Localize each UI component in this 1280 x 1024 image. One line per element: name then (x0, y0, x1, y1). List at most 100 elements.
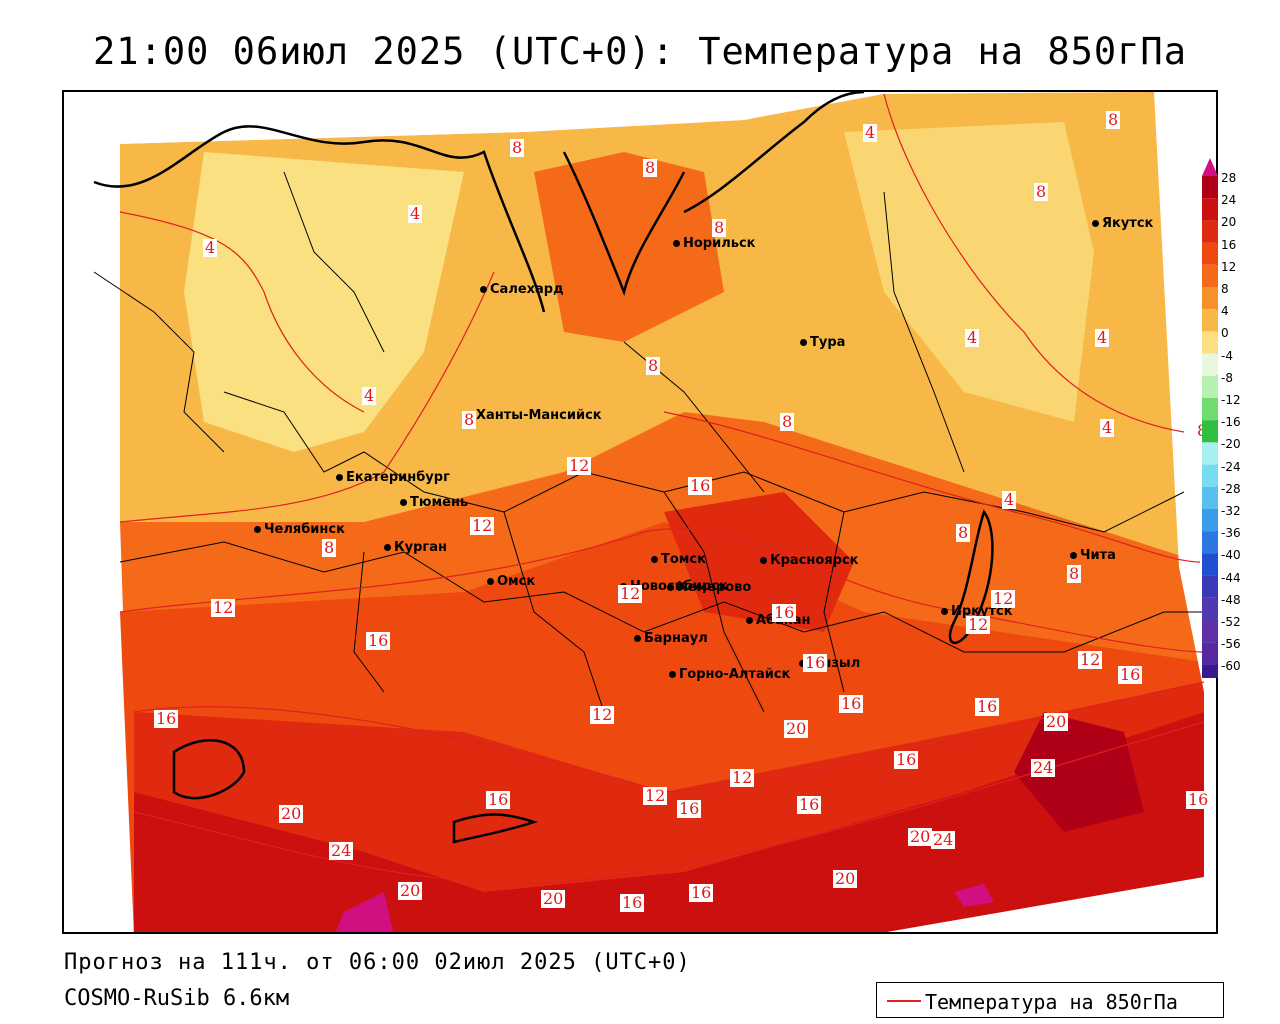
colorbar-swatch (1202, 220, 1218, 243)
city-dot-icon (400, 499, 407, 506)
city-dot-icon (651, 556, 658, 563)
city-marker: Барнаул (634, 631, 708, 646)
isotherm-value-label: 8 (510, 138, 525, 157)
isotherm-value-label: 8 (1034, 182, 1049, 201)
colorbar-tick-label: -4 (1221, 348, 1233, 363)
isotherm-value-label: 16 (689, 883, 714, 902)
city-label: Горно-Алтайск (679, 667, 791, 682)
colorbar-swatch (1202, 264, 1218, 287)
colorbar-swatch (1202, 242, 1218, 265)
colorbar-swatch (1202, 531, 1218, 554)
city-label: Новосибирск (630, 579, 728, 594)
colorbar-tick-label: -12 (1221, 393, 1241, 407)
city-marker: Екатеринбург (336, 470, 450, 485)
isotherm-value-label: 16 (1186, 790, 1211, 809)
isotherm-value-label: 20 (279, 804, 304, 823)
city-marker: Чита (1070, 548, 1116, 563)
isotherm-value-label: 12 (643, 786, 668, 805)
city-dot-icon (487, 578, 494, 585)
city-marker: Горно-Алтайск (669, 667, 790, 682)
city-marker: Курган (384, 540, 447, 555)
isotherm-value-label: 24 (329, 841, 354, 860)
colorbar-tick-label: -48 (1221, 592, 1241, 607)
colorbar-swatch (1202, 553, 1218, 576)
city-label: Томск (661, 552, 706, 567)
isotherm-value-label: 12 (618, 584, 643, 603)
colorbar-tick-label: -28 (1221, 481, 1241, 496)
isotherm-value-label: 24 (931, 830, 956, 849)
city-label: Челябинск (264, 522, 345, 537)
colorbar-tick-label: 4 (1221, 304, 1229, 319)
isotherm-value-label: 20 (541, 889, 566, 908)
colorbar-tick-label: 0 (1221, 326, 1229, 341)
isotherm-value-label: 20 (1044, 712, 1069, 731)
city-dot-icon (669, 671, 676, 678)
isotherm-value-label: 12 (1078, 650, 1103, 669)
colorbar-swatch (1202, 287, 1218, 310)
colorbar-swatch (1202, 575, 1218, 598)
isotherm-value-label: 16 (894, 750, 919, 769)
city-dot-icon (800, 339, 807, 346)
colorbar-swatch (1202, 464, 1218, 487)
isotherm-value-label: 16 (688, 476, 713, 495)
isotherm-value-label: 12 (730, 768, 755, 787)
map-panel (62, 90, 1218, 934)
isotherm-value-label: 16 (620, 893, 645, 912)
city-label: Кемерово (677, 580, 752, 595)
city-label: Тура (810, 335, 846, 350)
city-label: Омск (497, 574, 536, 589)
colorbar-swatch (1202, 442, 1218, 465)
colorbar-swatch (1202, 620, 1218, 643)
city-dot-icon (746, 617, 753, 624)
city-dot-icon (480, 286, 487, 293)
colorbar-swatch (1202, 420, 1218, 443)
colorbar-tick-label: -16 (1221, 415, 1241, 430)
city-dot-icon (760, 557, 767, 564)
isotherm-value-label: 16 (154, 709, 179, 728)
city-label: Барнаул (644, 631, 708, 646)
isotherm-value-label: 4 (965, 328, 980, 347)
isotherm-value-label: 8 (1067, 564, 1082, 583)
city-label: Чита (1080, 548, 1116, 563)
isotherm-value-label: 8 (643, 158, 658, 177)
colorbar-tick-label: -8 (1221, 370, 1233, 385)
city-dot-icon (384, 544, 391, 551)
colorbar-tick-label: 8 (1221, 282, 1229, 296)
isotherm-value-label: 8 (956, 523, 971, 542)
isotherm-value-label: 16 (1118, 665, 1143, 684)
isotherm-value-label: 16 (486, 790, 511, 809)
isotherm-value-label: 20 (398, 881, 423, 900)
city-dot-icon (673, 240, 680, 247)
colorbar-tick-label: -24 (1221, 459, 1241, 474)
isotherm-value-label: 4 (1002, 490, 1017, 509)
city-marker: Томск (651, 552, 706, 567)
isotherm-value-label: 8 (322, 538, 337, 557)
isotherm-value-label: 8 (712, 218, 727, 237)
city-label: Якутск (1102, 216, 1154, 231)
colorbar-tick-label: -40 (1221, 548, 1241, 563)
colorbar-swatch (1202, 398, 1218, 421)
colorbar-tick-label: 20 (1221, 215, 1237, 230)
city-dot-icon (336, 474, 343, 481)
colorbar-tick-label: -32 (1221, 504, 1241, 518)
city-dot-icon (1070, 552, 1077, 559)
colorbar-tick-label: 28 (1221, 171, 1237, 185)
city-dot-icon (254, 526, 261, 533)
isotherm-value-label: 12 (590, 705, 615, 724)
colorbar-tick-label: -60 (1221, 659, 1241, 674)
colorbar-tick-label: 16 (1221, 237, 1237, 252)
colorbar-swatch (1202, 597, 1218, 620)
city-marker: Тюмень (400, 495, 468, 510)
colorbar-swatch (1202, 198, 1218, 221)
isotherm-value-label: 20 (833, 869, 858, 888)
colorbar-swatch (1202, 309, 1218, 332)
city-marker: Тура (800, 335, 845, 350)
city-marker: Красноярск (760, 553, 859, 568)
isotherm-value-label: 12 (211, 598, 236, 617)
colorbar-tick-label: 24 (1221, 193, 1237, 208)
city-dot-icon (799, 660, 806, 667)
isotherm-value-label: 24 (1031, 758, 1056, 777)
colorbar-tick-label: -36 (1221, 526, 1241, 541)
isotherm-value-label: 12 (567, 456, 592, 475)
temperature-colorbar (1202, 158, 1218, 678)
